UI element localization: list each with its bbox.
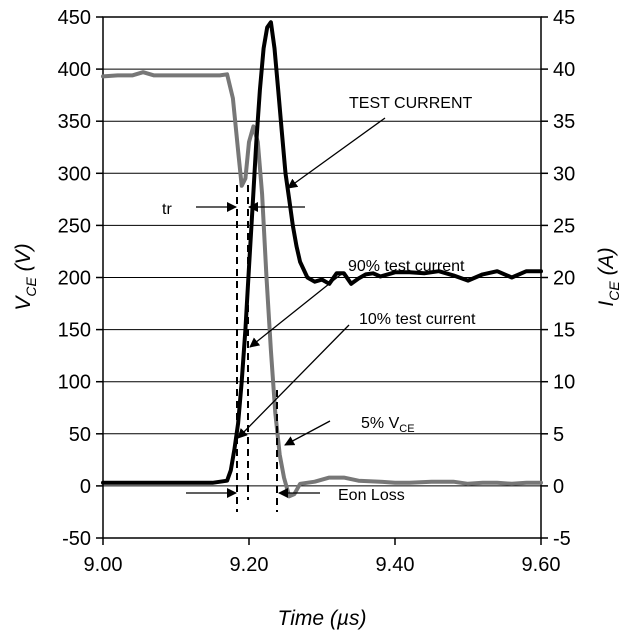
left-tick-label: 100 xyxy=(58,372,91,394)
p90-arrow xyxy=(249,271,345,348)
right-axis-title: ICE (A) xyxy=(595,247,622,306)
left-tick-label: 200 xyxy=(58,268,91,290)
left-tick-label: -50 xyxy=(62,528,91,550)
left-tick-label: 350 xyxy=(58,111,91,133)
left-tick-label: 250 xyxy=(58,215,91,237)
ice-series-line xyxy=(101,20,543,485)
right-tick-label: 35 xyxy=(553,111,575,133)
left-tick-label: 300 xyxy=(58,163,91,185)
right-tick-label: 45 xyxy=(553,7,575,29)
vce-series-line xyxy=(101,70,543,499)
right-axis-ticks: 45 40 35 30 25 20 15 10 5 0 -5 xyxy=(541,7,575,550)
annotation-90pct: 90% test current xyxy=(348,258,465,275)
left-tick-label: 50 xyxy=(69,424,91,446)
x-axis-title: Time (µs) xyxy=(278,607,367,630)
right-tick-label: 20 xyxy=(553,268,575,290)
right-tick-label: 40 xyxy=(553,59,575,81)
annotation-eon-loss: Eon Loss xyxy=(338,487,405,504)
x-tick-label: 9.00 xyxy=(84,554,123,576)
p10-arrow xyxy=(237,324,350,439)
right-tick-label: 0 xyxy=(553,476,564,498)
right-tick-label: 5 xyxy=(553,424,564,446)
annotation-test-current: TEST CURRENT xyxy=(349,95,472,112)
right-tick-label: -5 xyxy=(553,528,571,550)
left-axis-ticks: 450 400 350 300 250 200 150 100 50 0 -50 xyxy=(58,7,103,550)
left-tick-label: 150 xyxy=(58,320,91,342)
annotation-arrows xyxy=(186,117,386,498)
x-tick-label: 9.20 xyxy=(230,554,269,576)
x-tick-label: 9.60 xyxy=(522,554,561,576)
annotation-5pct-vce: 5% VCE xyxy=(361,415,415,435)
gridlines xyxy=(103,68,541,487)
right-tick-label: 10 xyxy=(553,372,575,394)
x-axis-ticks: 9.00 9.20 9.40 9.60 xyxy=(84,538,561,576)
right-tick-label: 15 xyxy=(553,320,575,342)
annotation-tr: tr xyxy=(162,201,172,218)
test-current-arrow xyxy=(287,117,386,189)
p5-vce-arrow xyxy=(284,420,331,446)
left-tick-label: 400 xyxy=(58,59,91,81)
right-tick-label: 30 xyxy=(553,163,575,185)
left-axis-title: VCE (V) xyxy=(12,243,39,310)
left-tick-label: 0 xyxy=(80,476,91,498)
annotation-10pct: 10% test current xyxy=(359,311,476,328)
right-tick-label: 25 xyxy=(553,215,575,237)
x-tick-label: 9.40 xyxy=(376,554,415,576)
marker-lines xyxy=(236,185,278,512)
left-tick-label: 450 xyxy=(58,7,91,29)
